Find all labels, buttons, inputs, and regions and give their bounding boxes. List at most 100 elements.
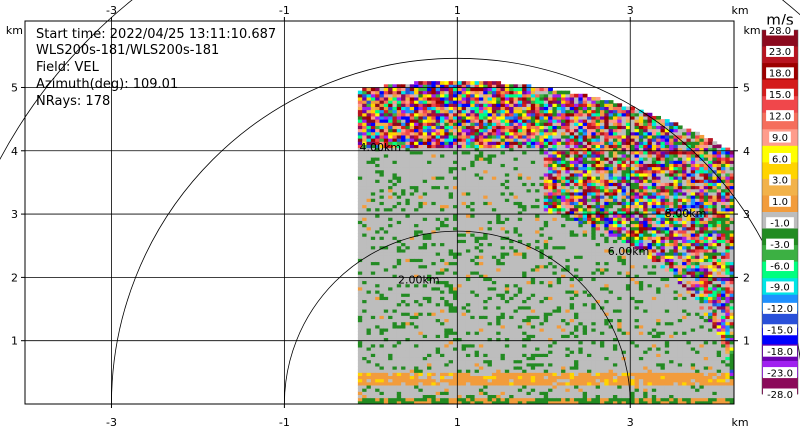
velocity-cell xyxy=(569,385,575,389)
velocity-cell xyxy=(457,391,463,396)
velocity-cell xyxy=(461,397,467,402)
velocity-cell xyxy=(383,388,389,392)
velocity-cell xyxy=(366,166,372,171)
velocity-cell xyxy=(491,166,497,171)
velocity-cell xyxy=(405,128,411,133)
velocity-cell xyxy=(435,328,441,332)
velocity-cell xyxy=(461,277,467,282)
velocity-cell xyxy=(470,166,476,171)
velocity-cell xyxy=(517,302,523,307)
velocity-cell xyxy=(427,172,432,177)
velocity-cell xyxy=(474,271,480,275)
velocity-cell xyxy=(461,128,467,133)
velocity-cell xyxy=(522,179,527,183)
velocity-cell xyxy=(375,353,380,358)
velocity-cell xyxy=(517,191,523,196)
velocity-cell xyxy=(448,176,454,180)
velocity-cell xyxy=(548,236,553,240)
velocity-cell xyxy=(522,324,527,329)
velocity-cell xyxy=(474,255,480,259)
velocity-cell xyxy=(392,400,398,404)
velocity-cell xyxy=(500,350,506,354)
velocity-cell xyxy=(535,153,540,158)
velocity-cell xyxy=(491,362,497,367)
velocity-cell xyxy=(530,328,536,332)
velocity-cell xyxy=(435,182,441,187)
velocity-cell xyxy=(487,312,493,316)
velocity-cell xyxy=(370,214,376,218)
velocity-cell xyxy=(409,242,415,247)
velocity-cell xyxy=(478,369,484,373)
velocity-cell xyxy=(414,302,419,307)
velocity-cell xyxy=(444,315,450,320)
velocity-cell xyxy=(522,119,527,123)
velocity-cell xyxy=(487,157,493,161)
velocity-cell xyxy=(414,274,419,278)
velocity-cell xyxy=(530,182,536,187)
velocity-cell xyxy=(414,318,419,323)
velocity-cell xyxy=(427,96,432,101)
velocity-cell xyxy=(461,296,467,301)
velocity-cell xyxy=(431,201,437,206)
velocity-cell xyxy=(526,87,532,92)
velocity-cell xyxy=(375,293,380,297)
velocity-cell xyxy=(409,172,415,177)
velocity-cell xyxy=(470,172,476,177)
velocity-cell xyxy=(370,318,376,323)
velocity-cell xyxy=(418,264,424,269)
velocity-cell xyxy=(487,195,493,199)
velocity-cell xyxy=(396,286,402,291)
velocity-cell xyxy=(470,90,476,95)
velocity-cell xyxy=(483,131,489,136)
velocity-cell xyxy=(513,293,519,297)
velocity-cell xyxy=(427,195,432,199)
velocity-cell xyxy=(396,147,402,152)
velocity-cell xyxy=(461,385,467,389)
velocity-cell xyxy=(500,226,506,231)
velocity-cell xyxy=(465,318,471,323)
velocity-cell xyxy=(530,321,536,326)
velocity-cell xyxy=(491,223,497,228)
velocity-cell xyxy=(478,302,484,307)
velocity-cell xyxy=(483,153,489,158)
velocity-cell xyxy=(375,147,380,152)
velocity-cell xyxy=(517,103,523,107)
velocity-cell xyxy=(418,290,424,294)
velocity-cell xyxy=(552,236,558,240)
velocity-cell xyxy=(539,321,545,326)
velocity-cell xyxy=(401,166,406,171)
velocity-cell xyxy=(543,103,549,107)
velocity-cell xyxy=(366,87,372,92)
velocity-cell xyxy=(522,375,527,380)
velocity-cell xyxy=(496,239,502,244)
velocity-cell xyxy=(440,337,445,342)
velocity-cell xyxy=(405,261,411,266)
velocity-cell xyxy=(552,115,558,120)
velocity-cell xyxy=(409,356,415,361)
velocity-cell xyxy=(375,119,380,123)
velocity-cell xyxy=(561,353,566,358)
velocity-cell xyxy=(405,179,411,183)
velocity-cell xyxy=(530,258,536,263)
velocity-cell xyxy=(409,397,415,402)
velocity-cell xyxy=(487,397,493,402)
velocity-cell xyxy=(440,226,445,231)
velocity-cell xyxy=(565,359,571,364)
velocity-cell xyxy=(496,157,502,161)
velocity-cell xyxy=(383,356,389,361)
velocity-cell xyxy=(530,378,536,383)
velocity-cell xyxy=(483,302,489,307)
velocity-cell xyxy=(383,112,389,117)
velocity-cell xyxy=(478,328,484,332)
velocity-cell xyxy=(379,160,385,164)
velocity-cell xyxy=(452,115,458,120)
velocity-cell xyxy=(405,385,411,389)
velocity-cell xyxy=(396,378,402,383)
velocity-cell xyxy=(444,195,450,199)
velocity-cell xyxy=(435,198,441,202)
velocity-cell xyxy=(552,147,558,152)
velocity-cell xyxy=(513,223,519,228)
velocity-cell xyxy=(565,324,571,329)
velocity-cell xyxy=(435,147,441,152)
velocity-cell xyxy=(427,318,432,323)
